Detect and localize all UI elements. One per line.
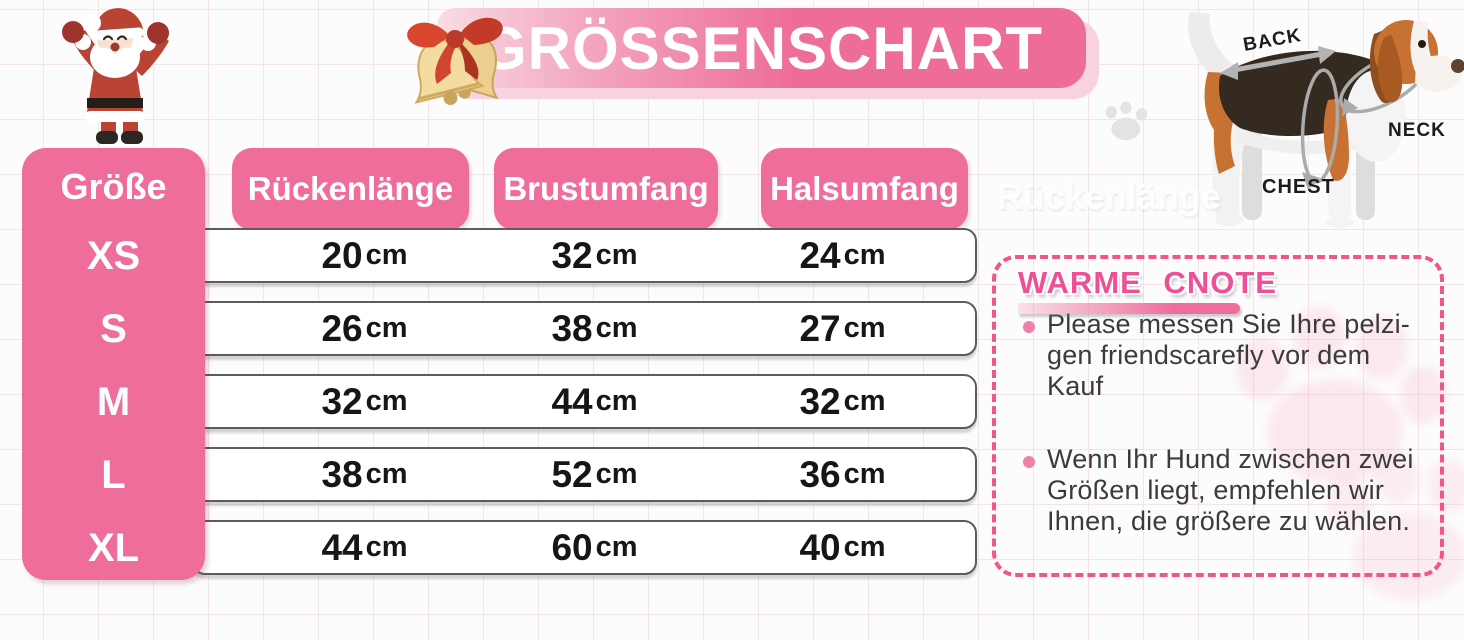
bullet-icon (1023, 456, 1035, 468)
neck-measure-label: NECK (1388, 120, 1446, 141)
bullet-icon (1023, 321, 1035, 333)
size-label-s: S (100, 307, 127, 351)
size-column: Größe XS S M L XL (22, 148, 205, 580)
paw-watermark (1326, 450, 1464, 601)
bell-icon (398, 12, 516, 133)
size-label-xl: XL (87, 526, 140, 570)
paw-print-icon (1105, 101, 1148, 141)
size-label-m: M (96, 380, 131, 424)
santa-illustration (54, 2, 176, 153)
table-row: 38 cm 52 cm 36 cm (192, 447, 977, 502)
table-row: 44 cm 60 cm 40 cm (192, 520, 977, 575)
chest-measure-label: CHEST (1262, 176, 1335, 198)
note-title: WARME CNOTE (1018, 265, 1277, 300)
table-row: 20 cm 32 cm 24 cm (192, 228, 977, 283)
note-bullet: Wenn Ihr Hund zwischen zwei Größen liegt… (1047, 444, 1414, 536)
note-bullet: Please messen Sie Ihre pelzi- gen friend… (1047, 309, 1410, 401)
ghost-label: Rückenlänge (997, 176, 1222, 217)
size-label-xs: XS (86, 234, 141, 278)
column-header-chest: Brustumfang (494, 148, 718, 230)
page-title: GRÖSSENSCHART (479, 14, 1044, 82)
warm-note-box: WARME CNOTE Please messen Sie Ihre pelzi… (992, 255, 1444, 577)
size-table: Rückenlänge Brustumfang Halsumfang 20 cm … (22, 148, 978, 580)
paw-watermark (1236, 306, 1447, 484)
note-title-underline (1018, 303, 1240, 314)
column-header-neck: Halsumfang (761, 148, 968, 230)
column-header-size: Größe (60, 166, 167, 207)
table-row: 32 cm 44 cm 32 cm (192, 374, 977, 429)
title-banner: GRÖSSENSCHART (437, 8, 1086, 88)
column-header-back-length: Rückenlänge (232, 148, 469, 230)
dog-diagram (1178, 6, 1464, 241)
table-row: 26 cm 38 cm 27 cm (192, 301, 977, 356)
size-label-l: L (101, 453, 126, 497)
